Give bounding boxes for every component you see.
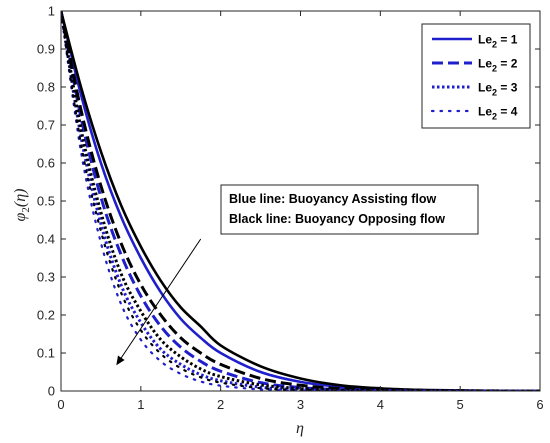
legend-label-sub: 2 [492, 88, 497, 98]
y-axis-label-sub: 2 [20, 207, 32, 213]
x-tick-label: 0 [57, 397, 64, 412]
y-axis-label-arg: (η) [12, 189, 29, 208]
legend-label-text: Le [478, 33, 492, 47]
legend-label-value: = 1 [497, 33, 518, 47]
annotation-box: Blue line: Buoyancy Assisting flow Black… [220, 184, 479, 235]
y-tick-label: 0.2 [37, 308, 55, 323]
y-tick-label: 0.9 [37, 42, 55, 57]
legend-label: Le2 = 3 [478, 81, 518, 98]
legend-label-sub: 2 [492, 40, 497, 50]
x-axis-label: η [296, 420, 304, 437]
legend-label-value: = 2 [497, 57, 518, 71]
legend-label-sub: 2 [492, 112, 497, 122]
legend-label-text: Le [478, 57, 492, 71]
legend-label-value: = 4 [497, 105, 518, 119]
legend-label: Le2 = 1 [478, 33, 518, 50]
x-tick-label: 1 [137, 397, 144, 412]
legend-label: Le2 = 2 [478, 57, 518, 74]
annotation-frame [220, 184, 479, 235]
y-tick-label: 0.7 [37, 118, 55, 133]
series-opposing-sparse-dotted-line [61, 11, 540, 391]
x-tick-label: 2 [217, 397, 224, 412]
annotation-line-2: Black line: Buoyancy Opposing flow [229, 212, 445, 226]
legend-label-text: Le [478, 105, 492, 119]
legend-label-text: Le [478, 81, 492, 95]
x-tick-label: 4 [377, 397, 384, 412]
annotation-line-1: Blue line: Buoyancy Assisting flow [229, 192, 436, 206]
x-tick-label: 6 [536, 397, 543, 412]
x-tick-label: 3 [297, 397, 304, 412]
y-tick-label: 0 [48, 384, 55, 399]
legend-label-value: = 3 [497, 81, 518, 95]
y-tick-label: 0.5 [37, 194, 55, 209]
y-tick-label: 1 [48, 4, 55, 19]
y-tick-label: 0.4 [37, 232, 55, 247]
y-tick-label: 0.8 [37, 80, 55, 95]
y-tick-label: 0.3 [37, 270, 55, 285]
ticks-layer: 0 1 2 3 4 5 6 0 0.1 0.2 0.3 0.4 0.5 0.6 0.7 0.8 0.9 1 [37, 4, 544, 413]
y-axis-label-phi: φ [12, 212, 29, 221]
legend-label: Le2 = 4 [478, 105, 518, 122]
y-tick-label: 0.1 [37, 346, 55, 361]
x-tick-label: 5 [457, 397, 464, 412]
legend-label-sub: 2 [492, 64, 497, 74]
y-tick-label: 0.6 [37, 156, 55, 171]
trend-arrow [116, 238, 202, 366]
y-axis-label: φ2(η) [12, 189, 32, 222]
